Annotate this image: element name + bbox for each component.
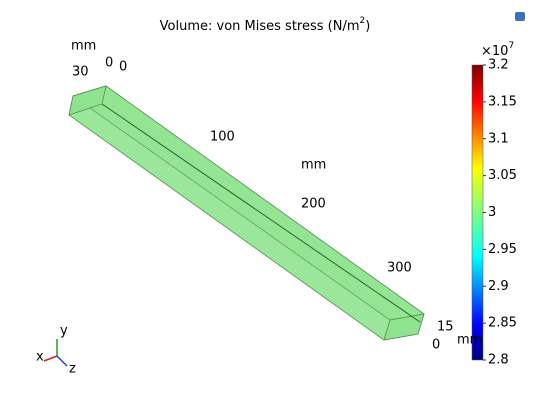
axis-label: 200 [301, 197, 326, 212]
triad-label: z [69, 362, 76, 377]
x-arrow [43, 355, 58, 362]
colorbar [471, 64, 484, 361]
colorbar-tick-label: 3.05 [488, 168, 517, 183]
volume-end [68, 85, 107, 116]
colorbar-tick-label: 2.85 [488, 316, 517, 331]
colorbar-tick-label: 2.95 [488, 242, 517, 257]
triad-label: y [60, 324, 68, 339]
axis-label: 300 [387, 261, 412, 276]
axis-label: 15 [437, 320, 454, 335]
z-arrow [56, 355, 68, 367]
axis-label: 0 [105, 56, 113, 71]
triad-label: x [36, 350, 44, 365]
colorbar-tick-label: 3.1 [488, 131, 509, 146]
volume-end [383, 313, 425, 341]
colorbar-tick-label: 2.9 [488, 279, 509, 294]
axis-label: mm [71, 39, 96, 54]
colorbar-tick-label: 2.8 [488, 353, 509, 368]
colorbar-tick-label: 3.2 [488, 58, 509, 73]
axis-label: 30 [72, 65, 89, 80]
axis-label: 0 [119, 60, 127, 75]
axis-label: mm [301, 158, 326, 173]
icon[interactable] [515, 12, 525, 21]
colorbar-tick-label: 3.15 [488, 94, 517, 109]
axis-triad [43, 339, 68, 367]
axis-label: 0 [432, 338, 440, 353]
chart-title: Volume: von Mises stress (N/m2) [160, 16, 371, 34]
colorbar-multiplier: ×107 [481, 41, 514, 59]
volume-face [72, 85, 425, 321]
axis-label: 100 [210, 130, 235, 145]
axis-label: mm [457, 333, 482, 348]
colorbar-tick-label: 3 [488, 205, 496, 220]
volume-edge [101, 103, 421, 323]
